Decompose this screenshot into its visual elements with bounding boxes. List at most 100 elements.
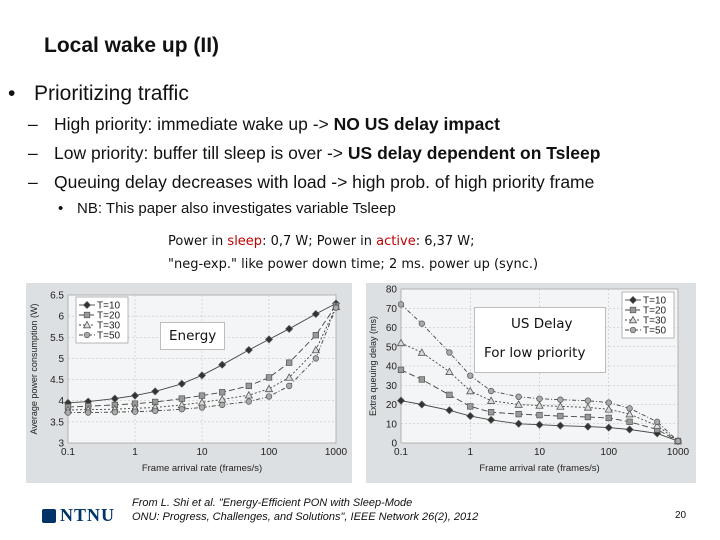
y-tick-label: 6 xyxy=(58,312,64,323)
params-text: : 0,7 W; Power in xyxy=(262,234,377,249)
data-point xyxy=(131,408,139,415)
data-point xyxy=(397,396,405,405)
data-point xyxy=(111,408,118,416)
data-point xyxy=(583,403,593,411)
y-tick-label: 0 xyxy=(391,439,397,450)
data-point xyxy=(286,359,293,366)
data-point xyxy=(417,400,426,409)
data-point xyxy=(515,393,522,400)
data-point xyxy=(83,301,91,309)
data-point xyxy=(487,415,496,424)
x-tick-label: 10 xyxy=(196,447,208,458)
params-text: Power in xyxy=(168,234,228,249)
data-point xyxy=(674,437,682,445)
y-tick-label: 3.5 xyxy=(50,417,64,428)
data-point xyxy=(177,379,186,388)
legend-label: T=50 xyxy=(97,331,121,342)
data-point xyxy=(445,367,454,375)
data-point xyxy=(467,403,474,410)
data-point xyxy=(418,320,425,327)
x-tick-label: 10 xyxy=(534,447,546,458)
ntnu-logo: NTNU xyxy=(42,505,115,526)
data-point xyxy=(245,398,252,405)
y-tick-label: 50 xyxy=(386,342,398,353)
logo-mark xyxy=(42,508,56,523)
data-point xyxy=(514,400,523,408)
data-point xyxy=(198,371,206,380)
data-point xyxy=(418,376,425,383)
low-priority-label: For low priority xyxy=(484,345,586,361)
y-tick-label: 5.5 xyxy=(50,333,64,344)
data-point xyxy=(284,373,294,381)
energy-callout: Energy xyxy=(160,322,226,350)
data-point xyxy=(514,419,523,428)
slide-number: 20 xyxy=(675,510,687,521)
y-tick-label: 4.5 xyxy=(50,375,64,386)
x-tick-label: 1000 xyxy=(325,447,348,458)
legend-label: T=10 xyxy=(97,301,121,312)
y-tick-label: 30 xyxy=(386,381,398,392)
data-point xyxy=(219,389,226,396)
y-axis-label: Extra queuing delay (ms) xyxy=(368,316,378,416)
x-tick-label: 100 xyxy=(600,447,617,458)
reference-line-2: ONU: Progress, Challenges, and Solutions… xyxy=(132,511,479,523)
data-point xyxy=(151,387,160,396)
data-point xyxy=(446,349,453,356)
data-point xyxy=(584,413,592,421)
y-tick-label: 70 xyxy=(386,304,398,315)
data-point xyxy=(654,418,661,425)
data-point xyxy=(265,335,273,344)
logo-text: NTNU xyxy=(60,505,116,525)
data-point xyxy=(535,401,544,409)
data-point xyxy=(625,425,634,434)
data-point xyxy=(629,326,637,334)
data-point xyxy=(219,401,226,409)
data-point xyxy=(446,391,453,399)
data-point xyxy=(265,393,273,400)
data-point xyxy=(629,296,637,304)
y-tick-label: 80 xyxy=(386,285,398,296)
y-tick-label: 10 xyxy=(386,419,398,430)
x-axis-label: Frame arrival rate (frames/s) xyxy=(479,463,599,474)
power-parameters-line: Power in sleep: 0,7 W; Power in active: … xyxy=(168,234,475,249)
data-point xyxy=(244,390,254,399)
data-point xyxy=(198,392,206,399)
data-point xyxy=(556,421,565,430)
y-tick-label: 60 xyxy=(386,323,398,334)
data-point xyxy=(178,395,185,402)
data-point xyxy=(536,395,543,402)
y-axis-label: Average power consumption (W) xyxy=(29,304,39,435)
data-point xyxy=(625,409,634,418)
bullet-marker: • xyxy=(8,82,16,105)
sub-bullet-bold: NO US delay impact xyxy=(333,114,500,134)
bullet-prioritizing: • Prioritizing traffic xyxy=(8,82,189,106)
data-point xyxy=(397,301,405,308)
data-point xyxy=(218,360,227,369)
data-point xyxy=(83,331,91,339)
x-tick-label: 1 xyxy=(467,447,473,458)
data-point xyxy=(445,406,454,415)
data-point xyxy=(417,348,427,356)
params-active: active xyxy=(376,234,416,249)
data-point xyxy=(604,423,613,432)
low-priority-callout: US Delay For low priority xyxy=(474,307,606,373)
y-tick-label: 20 xyxy=(386,400,398,411)
data-point xyxy=(626,405,633,412)
data-point xyxy=(312,332,319,339)
reference-citation: From L. Shi et al. "Energy-Efficient PON… xyxy=(132,496,478,524)
data-point xyxy=(265,374,273,381)
data-point xyxy=(557,412,564,420)
dash-marker: – xyxy=(28,143,38,163)
data-point xyxy=(605,399,612,406)
sub-bullet-bold: US delay dependent on Tsleep xyxy=(347,143,601,163)
data-point xyxy=(311,345,321,354)
params-text: : 6,37 W; xyxy=(415,234,475,249)
x-tick-label: 100 xyxy=(261,447,278,458)
data-point xyxy=(82,320,92,329)
bullet-text: NB: This paper also investigates variabl… xyxy=(77,200,396,217)
sub-bullet-text: High priority: immediate wake up -> xyxy=(54,114,334,134)
data-point xyxy=(198,404,206,411)
sub-bullet-text: Queuing delay decreases with load -> hig… xyxy=(54,172,595,192)
data-point xyxy=(131,391,139,400)
data-point xyxy=(312,355,319,362)
